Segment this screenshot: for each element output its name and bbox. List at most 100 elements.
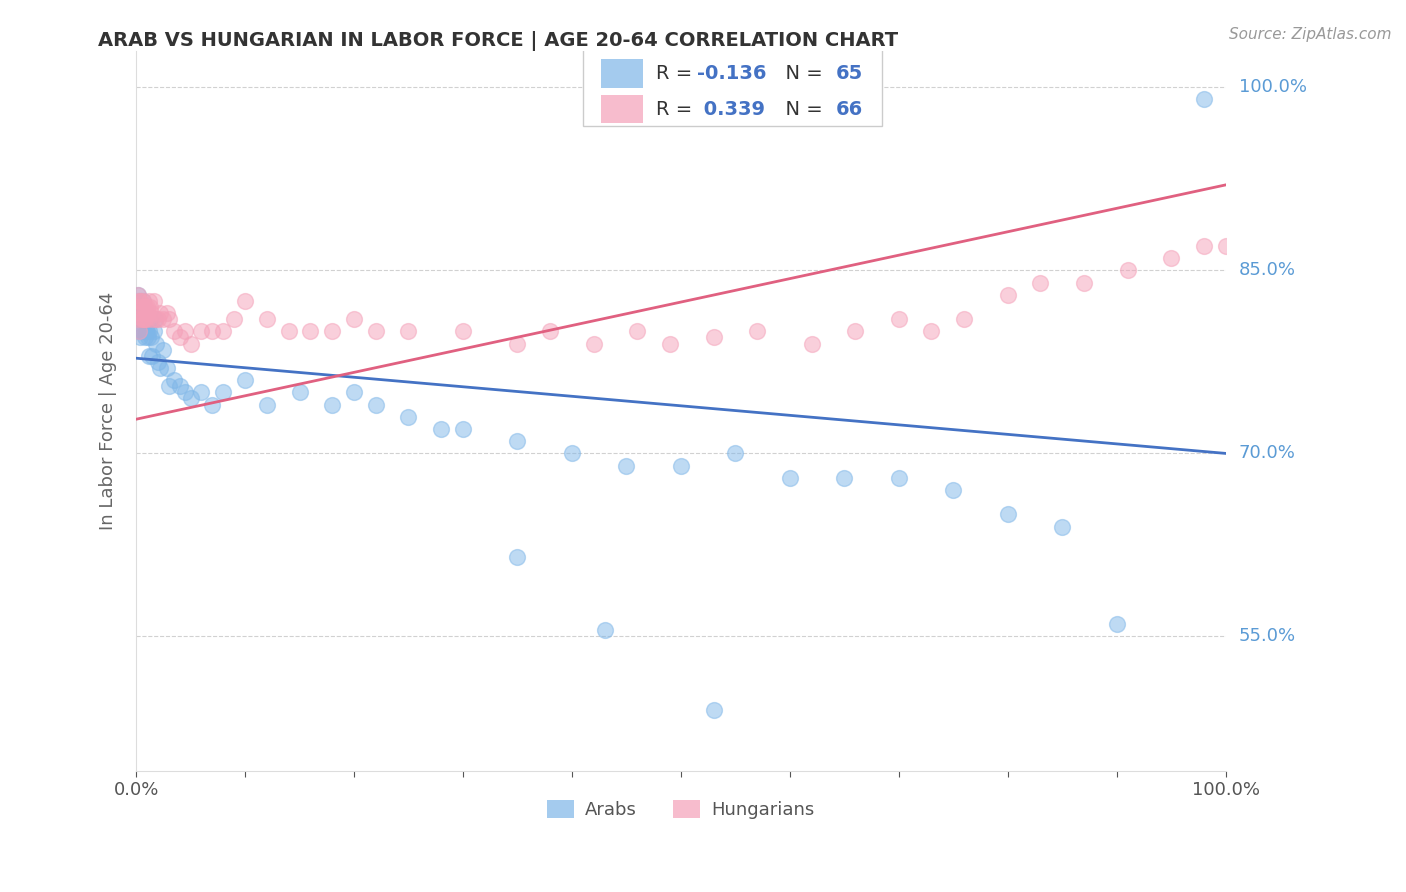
Point [134, 330, 156, 344]
Point [149, 361, 172, 376]
Point [398, 409, 420, 424]
Point [277, 324, 299, 338]
Point [561, 446, 583, 460]
Point [169, 330, 191, 344]
Point [669, 458, 692, 473]
Point [430, 422, 453, 436]
Point [127, 312, 149, 326]
Point [145, 312, 167, 326]
Point [141, 306, 163, 320]
Point [163, 324, 186, 338]
Point [256, 312, 278, 326]
Point [135, 324, 157, 338]
Point [887, 312, 910, 326]
Point [143, 312, 166, 326]
Point [128, 324, 150, 338]
Bar [602, 59, 643, 88]
Point [212, 385, 235, 400]
Point [506, 434, 529, 449]
Point [131, 324, 153, 338]
Point [157, 312, 180, 326]
Point [142, 293, 165, 308]
Point [190, 385, 212, 400]
Point [538, 324, 561, 338]
Point [997, 287, 1019, 301]
Legend: Arabs, Hungarians: Arabs, Hungarians [540, 793, 821, 827]
Point [128, 293, 150, 308]
Point [131, 312, 153, 326]
Point [128, 324, 150, 338]
Point [174, 385, 197, 400]
Text: 55.0%: 55.0% [1239, 627, 1296, 646]
Point [233, 373, 256, 387]
Point [139, 300, 162, 314]
Point [136, 324, 159, 338]
Point [132, 324, 155, 338]
Point [169, 379, 191, 393]
Point [131, 312, 153, 326]
Point [141, 330, 163, 344]
Point [800, 336, 823, 351]
Text: Source: ZipAtlas.com: Source: ZipAtlas.com [1229, 27, 1392, 42]
Point [127, 287, 149, 301]
Point [1160, 251, 1182, 265]
Point [146, 355, 169, 369]
Point [138, 293, 160, 308]
Point [145, 336, 167, 351]
Point [136, 312, 159, 326]
Point [156, 361, 179, 376]
Point [364, 398, 387, 412]
Point [212, 324, 235, 338]
Point [135, 306, 157, 320]
Point [131, 300, 153, 314]
Text: 85.0%: 85.0% [1239, 261, 1296, 279]
Point [127, 312, 149, 326]
Point [887, 471, 910, 485]
Point [127, 300, 149, 314]
Point [702, 330, 724, 344]
Point [132, 300, 155, 314]
Text: 0.339: 0.339 [697, 100, 765, 119]
Point [134, 312, 156, 326]
Point [129, 306, 152, 320]
Y-axis label: In Labor Force | Age 20-64: In Labor Force | Age 20-64 [100, 292, 117, 530]
Point [724, 446, 747, 460]
Point [288, 385, 311, 400]
Point [997, 508, 1019, 522]
Point [1105, 617, 1128, 632]
Point [451, 324, 474, 338]
Text: 70.0%: 70.0% [1239, 444, 1295, 462]
Point [142, 324, 165, 338]
Point [141, 349, 163, 363]
Point [141, 312, 163, 326]
Text: -0.136: -0.136 [697, 64, 766, 83]
Text: 65: 65 [835, 64, 863, 83]
Point [146, 312, 169, 326]
Text: N =: N = [773, 64, 830, 83]
Point [156, 306, 179, 320]
Point [321, 398, 343, 412]
Point [131, 293, 153, 308]
Point [136, 306, 159, 320]
Point [233, 293, 256, 308]
Point [779, 471, 801, 485]
Point [157, 379, 180, 393]
Point [139, 312, 162, 326]
Point [127, 287, 149, 301]
Point [364, 324, 387, 338]
Point [135, 306, 157, 320]
Point [174, 324, 197, 338]
Text: 66: 66 [835, 100, 863, 119]
Point [131, 300, 153, 314]
Point [129, 306, 152, 320]
Point [180, 392, 202, 406]
Point [256, 398, 278, 412]
Point [451, 422, 474, 436]
Point [1116, 263, 1139, 277]
Point [593, 624, 616, 638]
Point [398, 324, 420, 338]
Point [127, 300, 149, 314]
Point [506, 336, 529, 351]
Point [953, 312, 976, 326]
Point [942, 483, 965, 497]
